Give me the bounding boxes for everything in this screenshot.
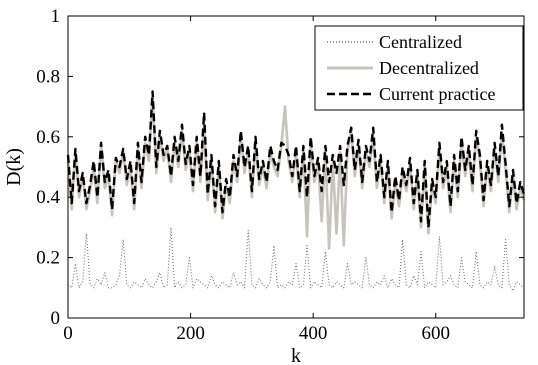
y-tick-label: 0.8	[36, 66, 60, 87]
series-line-centralized	[67, 226, 525, 292]
plot-frame	[67, 15, 525, 319]
legend: Centralized Decentralized Current practice	[314, 25, 524, 111]
y-tick-label: 0	[51, 308, 61, 329]
legend-label: Decentralized	[379, 58, 479, 78]
x-tick-label: 200	[176, 323, 205, 344]
y-tick-label: 1	[51, 6, 61, 27]
legend-box	[314, 25, 524, 111]
y-tick-label: 0.4	[36, 187, 60, 208]
ticks-layer: 0 200 400 600 0 0.2 0.4 0.6 0.8 1	[36, 6, 524, 344]
series-layer	[66, 90, 526, 292]
legend-label: Current practice	[379, 84, 495, 104]
x-tick-label: 400	[299, 323, 328, 344]
x-tick-label: 600	[421, 323, 450, 344]
y-axis-label: D(k)	[3, 148, 25, 186]
series-line-decentralized	[66, 96, 526, 250]
y-tick-label: 0.6	[36, 127, 60, 148]
x-tick-label: 0	[63, 323, 73, 344]
x-axis-label: k	[291, 345, 301, 365]
series-line-current-practice	[66, 90, 526, 229]
legend-label: Centralized	[379, 32, 462, 52]
y-tick-label: 0.2	[36, 248, 60, 269]
